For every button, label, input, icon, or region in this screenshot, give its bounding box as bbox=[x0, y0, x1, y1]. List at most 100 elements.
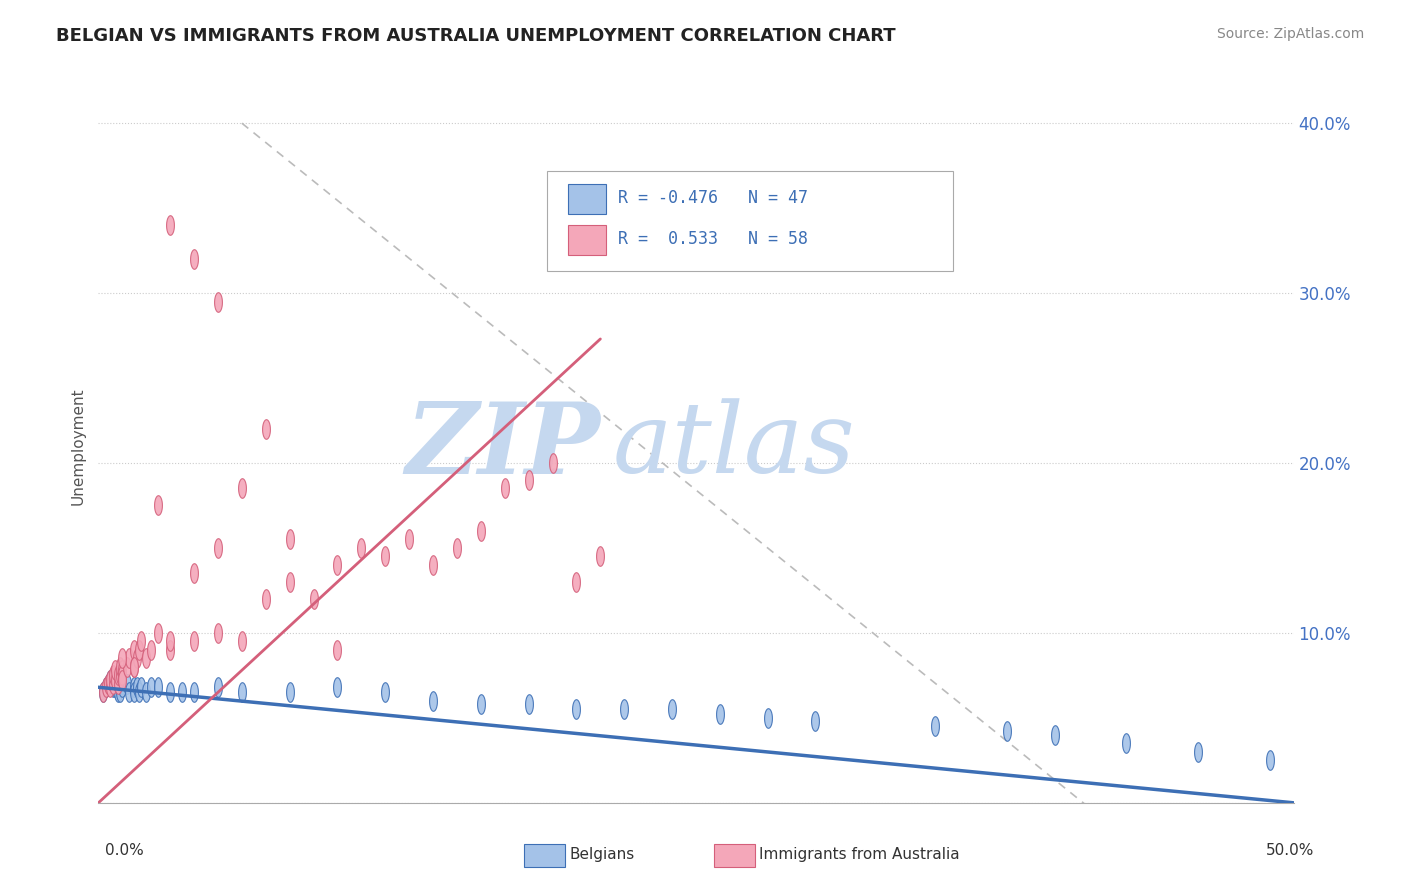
Point bbox=[995, 724, 1018, 739]
Point bbox=[124, 643, 146, 657]
Point bbox=[183, 634, 205, 648]
Point bbox=[108, 680, 131, 694]
Text: 50.0%: 50.0% bbox=[1267, 843, 1315, 858]
Point bbox=[111, 677, 134, 691]
Point bbox=[125, 680, 148, 694]
Text: Source: ZipAtlas.com: Source: ZipAtlas.com bbox=[1216, 27, 1364, 41]
Point bbox=[128, 685, 150, 699]
Point bbox=[131, 680, 153, 694]
Point bbox=[159, 634, 181, 648]
Point bbox=[278, 533, 301, 547]
Point bbox=[756, 711, 779, 725]
Point bbox=[172, 685, 194, 699]
Point bbox=[111, 668, 134, 682]
Point bbox=[541, 456, 564, 470]
Text: R = -0.476   N = 47: R = -0.476 N = 47 bbox=[619, 189, 808, 207]
Text: ZIP: ZIP bbox=[405, 398, 600, 494]
Point bbox=[326, 643, 349, 657]
Point bbox=[446, 541, 468, 555]
Point bbox=[104, 673, 127, 688]
Point bbox=[124, 680, 146, 694]
Point bbox=[350, 541, 373, 555]
Text: Belgians: Belgians bbox=[569, 847, 634, 862]
Point bbox=[124, 660, 146, 674]
Point bbox=[115, 677, 138, 691]
Text: BELGIAN VS IMMIGRANTS FROM AUSTRALIA UNEMPLOYMENT CORRELATION CHART: BELGIAN VS IMMIGRANTS FROM AUSTRALIA UNE… bbox=[56, 27, 896, 45]
Point bbox=[207, 294, 229, 309]
Point bbox=[422, 558, 444, 572]
Point bbox=[254, 591, 277, 606]
Point bbox=[159, 218, 181, 232]
Point bbox=[101, 668, 124, 682]
Point bbox=[374, 685, 396, 699]
Point bbox=[183, 566, 205, 581]
Point bbox=[254, 422, 277, 436]
Point bbox=[148, 680, 170, 694]
FancyBboxPatch shape bbox=[568, 184, 606, 214]
Point bbox=[326, 558, 349, 572]
Point bbox=[131, 634, 153, 648]
Point bbox=[118, 651, 141, 665]
Point bbox=[1258, 753, 1281, 767]
Point bbox=[159, 685, 181, 699]
Point bbox=[107, 677, 129, 691]
Point bbox=[804, 714, 827, 729]
Point bbox=[470, 698, 492, 712]
Point bbox=[135, 651, 157, 665]
Point bbox=[101, 677, 124, 691]
Point bbox=[326, 680, 349, 694]
Point bbox=[148, 626, 170, 640]
Text: Immigrants from Australia: Immigrants from Australia bbox=[759, 847, 960, 862]
Point bbox=[98, 673, 122, 688]
Point bbox=[183, 252, 205, 266]
Point bbox=[108, 660, 131, 674]
Point bbox=[104, 663, 127, 677]
Point bbox=[101, 677, 124, 691]
Point bbox=[124, 660, 146, 674]
Point bbox=[661, 702, 683, 716]
Point bbox=[107, 668, 129, 682]
Point bbox=[422, 694, 444, 708]
Point bbox=[108, 668, 131, 682]
Point bbox=[302, 591, 325, 606]
Point bbox=[104, 673, 127, 688]
Point bbox=[589, 549, 612, 564]
Point bbox=[94, 680, 117, 694]
Point bbox=[374, 549, 396, 564]
Point bbox=[111, 651, 134, 665]
Point bbox=[98, 673, 122, 688]
Point bbox=[470, 524, 492, 538]
Point bbox=[124, 685, 146, 699]
Point bbox=[104, 680, 127, 694]
Point bbox=[398, 533, 420, 547]
Point bbox=[565, 574, 588, 589]
Point bbox=[231, 482, 253, 496]
Point bbox=[924, 719, 946, 733]
Point bbox=[107, 685, 129, 699]
Point bbox=[148, 499, 170, 513]
Point bbox=[494, 482, 516, 496]
Point bbox=[108, 685, 131, 699]
Point bbox=[97, 677, 120, 691]
Point bbox=[111, 663, 134, 677]
Point bbox=[207, 541, 229, 555]
Point bbox=[183, 685, 205, 699]
Text: atlas: atlas bbox=[613, 399, 855, 493]
Point bbox=[139, 680, 162, 694]
Point bbox=[125, 651, 148, 665]
Point bbox=[135, 685, 157, 699]
Point bbox=[517, 698, 540, 712]
Point bbox=[207, 626, 229, 640]
Text: 0.0%: 0.0% bbox=[105, 843, 145, 858]
Point bbox=[139, 643, 162, 657]
Point bbox=[111, 680, 134, 694]
Point bbox=[278, 574, 301, 589]
Point bbox=[98, 680, 122, 694]
Point bbox=[231, 685, 253, 699]
FancyBboxPatch shape bbox=[568, 225, 606, 255]
Point bbox=[613, 702, 636, 716]
Point bbox=[91, 685, 114, 699]
Point bbox=[517, 473, 540, 487]
Point bbox=[709, 707, 731, 722]
Point bbox=[231, 634, 253, 648]
